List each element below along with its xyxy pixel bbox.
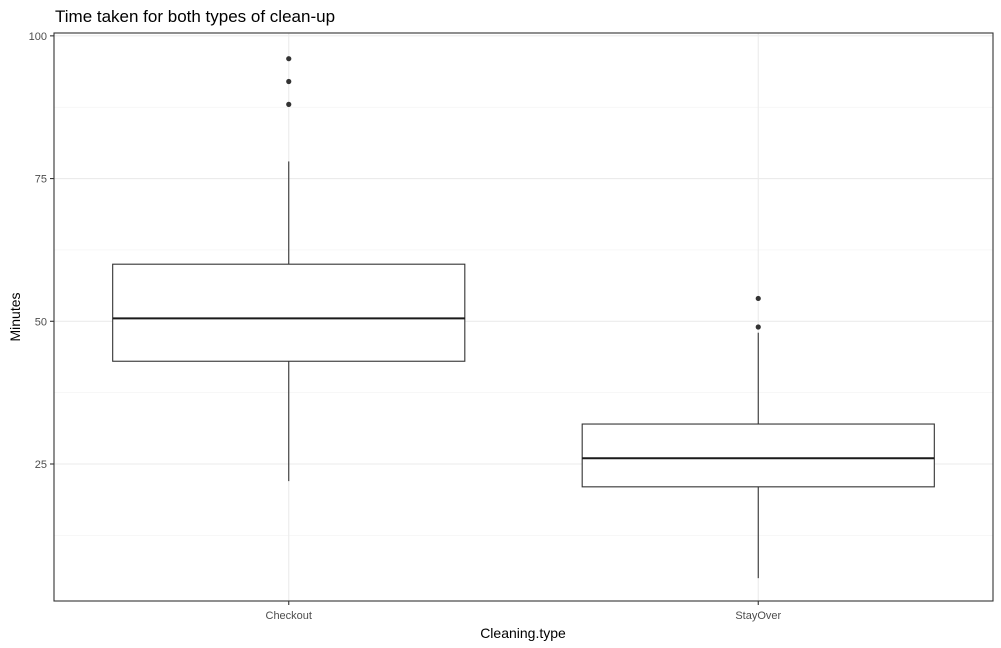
- iqr-box: [112, 263, 466, 362]
- y-tick-label: 100: [29, 31, 47, 43]
- x-axis-title: Cleaning.type: [480, 625, 566, 641]
- iqr-box: [581, 423, 935, 488]
- box-stayover: [581, 295, 935, 579]
- y-tick-label: 75: [35, 174, 47, 186]
- x-tick-label: StayOver: [735, 610, 781, 622]
- y-axis: 25 50 75 100: [29, 31, 54, 471]
- outlier-point: [286, 78, 292, 85]
- y-tick-label: 50: [35, 316, 47, 328]
- outlier-point: [286, 56, 292, 62]
- outlier-point: [755, 295, 761, 302]
- box-checkout: [112, 56, 466, 482]
- outlier-point: [755, 324, 761, 330]
- y-axis-title: Minutes: [7, 292, 23, 341]
- x-axis: Checkout StayOver: [266, 601, 782, 622]
- panel-border: [53, 32, 994, 602]
- chart-title: Time taken for both types of clean-up: [55, 7, 335, 26]
- boxes: [112, 56, 935, 579]
- x-tick-label: Checkout: [266, 610, 312, 622]
- y-tick-label: 25: [35, 459, 47, 471]
- outlier-point: [286, 101, 292, 107]
